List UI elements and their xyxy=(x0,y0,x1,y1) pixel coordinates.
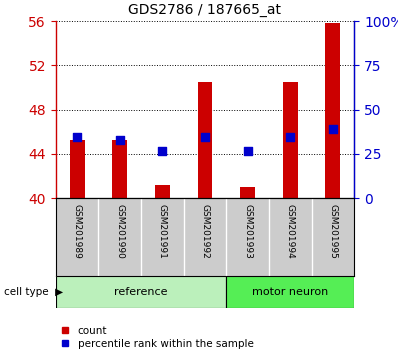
Text: GSM201992: GSM201992 xyxy=(201,205,209,259)
Point xyxy=(287,135,293,140)
Bar xyxy=(155,185,170,198)
Legend: count, percentile rank within the sample: count, percentile rank within the sample xyxy=(61,326,254,349)
Text: GSM201993: GSM201993 xyxy=(243,205,252,259)
Text: GSM201989: GSM201989 xyxy=(72,205,82,259)
Point xyxy=(159,148,166,154)
Bar xyxy=(326,23,340,198)
Point xyxy=(244,148,251,154)
Point xyxy=(117,137,123,142)
Bar xyxy=(226,276,354,308)
Bar xyxy=(70,139,84,198)
Point xyxy=(74,135,80,140)
Text: reference: reference xyxy=(114,287,168,297)
Text: GSM201994: GSM201994 xyxy=(286,205,295,259)
Bar xyxy=(112,139,127,198)
Bar xyxy=(283,82,298,198)
Text: motor neuron: motor neuron xyxy=(252,287,328,297)
Point xyxy=(330,126,336,131)
Text: GSM201995: GSM201995 xyxy=(328,205,338,259)
Title: GDS2786 / 187665_at: GDS2786 / 187665_at xyxy=(129,4,281,17)
Text: GSM201990: GSM201990 xyxy=(115,205,124,259)
Bar xyxy=(240,187,255,198)
Text: GSM201991: GSM201991 xyxy=(158,205,167,259)
Text: cell type  ▶: cell type ▶ xyxy=(4,287,63,297)
Bar xyxy=(56,276,226,308)
Bar xyxy=(197,82,213,198)
Point xyxy=(202,135,208,140)
